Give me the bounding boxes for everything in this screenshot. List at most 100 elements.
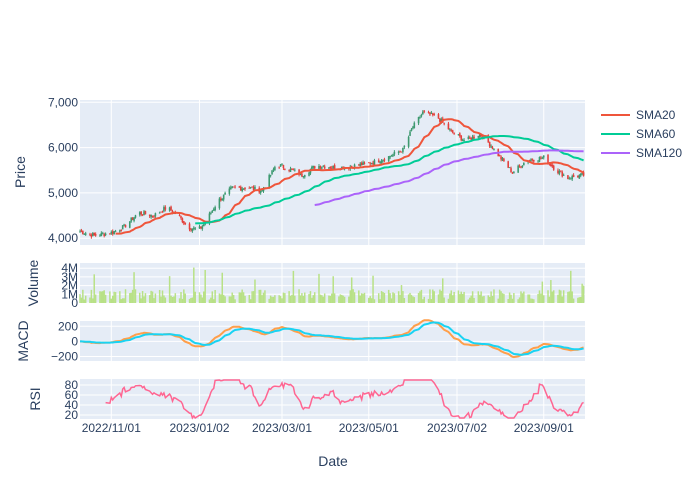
volume-bar xyxy=(228,296,231,303)
volume-bar xyxy=(241,289,243,303)
candle-body xyxy=(439,118,441,122)
candle-body xyxy=(100,232,103,236)
volume-bar xyxy=(360,293,363,303)
candle-body xyxy=(111,231,114,234)
volume-bar xyxy=(373,299,376,303)
candle-body xyxy=(308,172,310,176)
volume-bar xyxy=(460,291,462,303)
volume-bar xyxy=(171,296,174,303)
candle-body xyxy=(294,169,296,171)
volume-bar xyxy=(362,293,364,303)
candle-body xyxy=(244,187,246,190)
candle-body xyxy=(301,173,303,177)
candle-body xyxy=(510,168,512,173)
candle-body xyxy=(164,207,167,210)
candle-body xyxy=(80,230,83,232)
volume-bar xyxy=(578,297,581,303)
candle-body xyxy=(224,192,226,195)
candle-body xyxy=(180,216,182,219)
x-tick-label: 2023/03/01 xyxy=(252,421,312,435)
volume-bar xyxy=(161,290,164,303)
macd-y-tick-label: 200 xyxy=(58,319,78,333)
candle-body xyxy=(148,214,151,217)
price-axis-title: Price xyxy=(12,156,28,188)
volume-bar xyxy=(498,289,501,303)
sma120-line xyxy=(314,149,584,206)
candle-body xyxy=(83,233,86,235)
volume-bar xyxy=(399,294,401,303)
candle-body xyxy=(190,229,192,231)
volume-bar xyxy=(190,297,192,303)
candle-body xyxy=(571,175,573,180)
volume-bar xyxy=(420,289,423,303)
volume-bar xyxy=(503,293,505,303)
volume-bar xyxy=(214,290,216,303)
volume-bar xyxy=(82,289,84,303)
volume-bar xyxy=(83,299,86,303)
candle-body xyxy=(202,224,205,227)
candle-body xyxy=(271,170,273,175)
candle-body xyxy=(279,164,282,167)
candle-body xyxy=(120,230,123,231)
candle-body xyxy=(252,187,255,190)
volume-bar xyxy=(138,292,141,303)
volume-bar xyxy=(133,272,135,303)
rsi-y-tick-label: 60 xyxy=(65,388,79,402)
candle-body xyxy=(261,190,263,192)
volume-bar xyxy=(358,290,360,303)
rsi-y-tick-label: 20 xyxy=(65,408,79,422)
volume-bar xyxy=(382,291,384,303)
volume-bar xyxy=(379,299,381,303)
volume-bar xyxy=(272,296,275,303)
candle-body xyxy=(242,188,245,190)
candle-body xyxy=(389,156,391,158)
x-tick-label: 2023/01/02 xyxy=(169,421,229,435)
volume-bar xyxy=(211,291,214,303)
rsi-line-series xyxy=(105,379,584,420)
candle-body xyxy=(113,231,115,235)
candle-body xyxy=(184,222,187,224)
candle-body xyxy=(130,217,133,222)
volume-bar xyxy=(288,291,290,303)
volume-bar xyxy=(313,292,316,303)
volume-bar xyxy=(302,295,305,303)
candle-body xyxy=(362,162,364,165)
candle-body xyxy=(372,162,374,165)
x-tick-label: 2022/11/01 xyxy=(82,421,141,435)
candle-body xyxy=(520,167,522,168)
volume-bar xyxy=(441,278,444,303)
candle-body xyxy=(114,230,117,232)
volume-bar xyxy=(301,293,303,303)
candle-body xyxy=(550,163,552,166)
candle-body xyxy=(579,173,582,176)
candle-body xyxy=(143,211,145,216)
candle-body xyxy=(412,127,414,129)
volume-bar xyxy=(239,292,242,303)
candle-body xyxy=(153,216,155,218)
candle-body xyxy=(440,118,443,123)
candle-body xyxy=(501,158,504,161)
candle-body xyxy=(433,114,436,115)
candle-body xyxy=(521,165,524,168)
volume-bar xyxy=(249,299,252,303)
volume-bar xyxy=(469,297,471,303)
volume-bar xyxy=(258,289,260,303)
volume-bar xyxy=(538,290,541,303)
volume-bar xyxy=(372,275,374,303)
volume-bar xyxy=(363,292,366,303)
candle-body xyxy=(569,178,572,180)
volume-bar xyxy=(359,295,361,303)
volume-bar xyxy=(291,294,293,303)
candle-body xyxy=(284,168,286,170)
candle-body xyxy=(397,151,400,153)
volume-bar xyxy=(517,299,519,303)
volume-bar xyxy=(289,295,292,303)
candle-body xyxy=(567,175,569,180)
candle-body xyxy=(540,157,542,159)
candle-body xyxy=(193,227,195,229)
volume-bar xyxy=(222,294,225,303)
candle-body xyxy=(144,211,147,215)
volume-y-tick-label: 2M xyxy=(61,279,78,293)
volume-bar xyxy=(333,293,336,303)
